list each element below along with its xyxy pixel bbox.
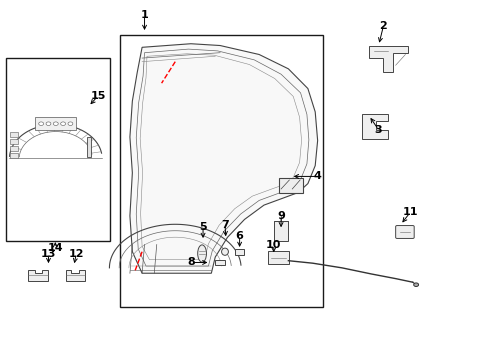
Text: 14: 14 bbox=[47, 243, 63, 253]
Bar bbox=[10, 132, 18, 137]
Bar bbox=[273, 221, 288, 241]
Bar bbox=[120, 35, 322, 307]
Polygon shape bbox=[368, 45, 407, 72]
Text: 15: 15 bbox=[90, 91, 106, 101]
Polygon shape bbox=[27, 270, 48, 281]
Circle shape bbox=[61, 122, 65, 126]
FancyBboxPatch shape bbox=[278, 178, 303, 193]
Text: 3: 3 bbox=[374, 125, 382, 135]
Bar bbox=[87, 137, 91, 157]
Polygon shape bbox=[65, 270, 85, 281]
Text: 4: 4 bbox=[313, 171, 321, 181]
Polygon shape bbox=[130, 44, 317, 273]
FancyBboxPatch shape bbox=[267, 251, 289, 264]
Bar bbox=[215, 260, 224, 265]
Text: 5: 5 bbox=[199, 222, 206, 231]
Circle shape bbox=[39, 122, 43, 126]
Circle shape bbox=[413, 283, 418, 287]
Text: 6: 6 bbox=[235, 231, 243, 240]
Text: 11: 11 bbox=[402, 207, 417, 217]
Ellipse shape bbox=[221, 248, 228, 255]
Bar bbox=[10, 153, 18, 158]
Ellipse shape bbox=[197, 245, 206, 262]
Bar bbox=[5, 58, 110, 241]
Bar bbox=[10, 146, 18, 151]
Circle shape bbox=[46, 122, 51, 126]
Bar bbox=[35, 117, 76, 130]
Circle shape bbox=[53, 122, 58, 126]
FancyBboxPatch shape bbox=[395, 226, 413, 238]
Text: 10: 10 bbox=[265, 239, 281, 249]
Text: 1: 1 bbox=[141, 10, 148, 20]
Text: 13: 13 bbox=[41, 248, 56, 258]
Text: 9: 9 bbox=[277, 211, 285, 221]
Bar bbox=[10, 139, 18, 144]
Circle shape bbox=[68, 122, 73, 126]
Text: 8: 8 bbox=[186, 257, 194, 267]
Bar bbox=[234, 249, 243, 255]
Text: 7: 7 bbox=[221, 220, 228, 230]
Text: 2: 2 bbox=[379, 21, 386, 31]
Text: 12: 12 bbox=[68, 248, 84, 258]
Polygon shape bbox=[361, 114, 387, 139]
